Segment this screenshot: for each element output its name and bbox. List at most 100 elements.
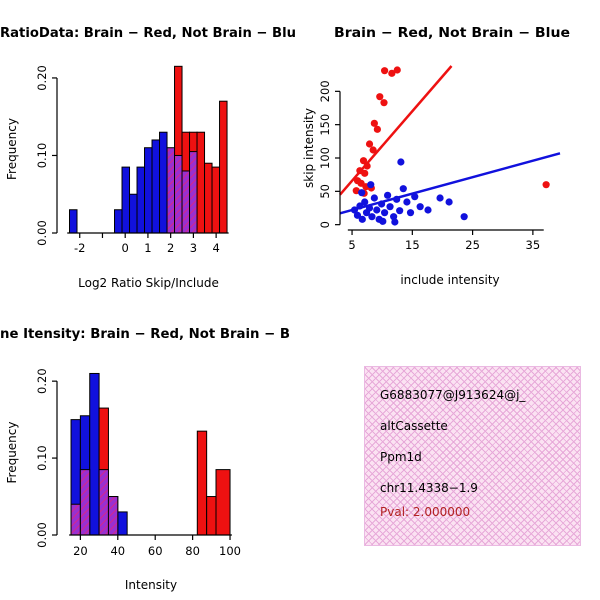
scatter-point-blue — [367, 181, 375, 189]
scatter-point-blue — [406, 209, 415, 217]
scatter-point-red — [370, 119, 378, 127]
hist-bar-blue — [144, 147, 153, 234]
chart-title: RatioData: Brain − Red, Not Brain − Blu — [0, 25, 296, 41]
hist-bar-red — [211, 166, 221, 234]
hist-bar-overlap — [70, 503, 81, 536]
scatter-point-blue — [353, 211, 362, 219]
x-tick-label: 80 — [185, 544, 200, 558]
panel-gene-intensity-histogram: 20 40 60 80 100 0.00 0.10 0.20 Intensity Frequenc… — [0, 326, 290, 592]
hist-bar-red — [219, 100, 228, 234]
hist-bar-red — [206, 496, 217, 536]
scatter-point-blue — [460, 213, 468, 221]
scatter-point-blue — [358, 215, 366, 223]
x-axis-title: Intensity — [125, 578, 177, 592]
x-tick-label: 15 — [405, 238, 420, 252]
scatter-point-blue — [370, 194, 378, 202]
x-tick-label: 25 — [465, 238, 480, 252]
scatter-point-blue — [368, 213, 376, 221]
x-tick-label: 1 — [144, 241, 151, 255]
y-tick-label: 0.00 — [35, 220, 49, 246]
y-tick-label: 0.10 — [35, 143, 49, 169]
scatter-point-red — [393, 66, 401, 74]
x-axis-title: Log2 Ratio Skip/Include — [78, 276, 219, 290]
hist-bar-blue — [129, 193, 138, 234]
scatter-point-blue — [350, 206, 359, 214]
scatter-point-red — [381, 67, 389, 75]
hist-bar-overlap — [181, 170, 191, 234]
panel-info: G6883077@J913624@j_ altCassette Ppm1d ch… — [300, 300, 600, 600]
y-axis-title: Frequency — [5, 422, 19, 484]
scatter-point-blue — [445, 198, 453, 206]
x-tick-label: 60 — [148, 544, 163, 558]
scatter-point-red — [359, 157, 368, 165]
scatter-point-blue — [384, 191, 392, 199]
hist-bar-blue — [151, 139, 161, 234]
scatter-point-blue — [381, 209, 389, 217]
x-axis-title: include intensity — [400, 273, 499, 287]
y-axis-title: Frequency — [5, 118, 19, 180]
hist-bar-overlap — [189, 151, 198, 234]
locus-text: chr11.4338−1.9 — [380, 482, 478, 495]
x-tick-label: 40 — [110, 544, 125, 558]
scatter-point-red — [373, 125, 381, 133]
chart-title: ne Itensity: Brain − Red, Not Brain − B — [0, 326, 290, 342]
y-tick-label: 200 — [318, 80, 332, 102]
scatter-point-red — [380, 99, 388, 107]
hist-bar-blue — [114, 209, 123, 234]
hist-bar-red — [215, 469, 231, 536]
hist-bar-red — [196, 430, 208, 536]
x-tick-label: 3 — [190, 241, 197, 255]
x-tick-label: 2 — [167, 241, 174, 255]
y-tick-label: 0.10 — [35, 445, 49, 471]
scatter-point-blue — [379, 217, 387, 225]
pval: Pval: 2.000000 — [380, 506, 471, 519]
x-tick-label: 5 — [348, 238, 355, 252]
scatter-point-red — [542, 181, 550, 189]
hist-bar-overlap — [98, 469, 109, 536]
hist-bar-red — [196, 131, 206, 234]
scatter-point-blue — [396, 207, 404, 215]
scatter-point-red — [388, 69, 396, 77]
scatter-point-red — [352, 187, 360, 195]
hist-bar-blue — [121, 166, 131, 234]
hist-bar-blue — [136, 166, 146, 234]
scatter-point-blue — [377, 200, 386, 208]
scatter-point-blue — [373, 206, 381, 214]
x-tick-label: 20 — [73, 544, 88, 558]
scatter-point-blue — [365, 204, 374, 212]
scatter-point-blue — [399, 185, 407, 193]
y-tick-label: 0.20 — [35, 368, 49, 394]
y-tick-label: 50 — [318, 184, 332, 199]
x-tick-label: 0 — [122, 241, 129, 255]
x-tick-label: 35 — [526, 238, 541, 252]
y-tick-label: 100 — [318, 147, 332, 169]
hist-bar-overlap — [107, 496, 119, 536]
y-tick-label: 0.20 — [35, 65, 49, 91]
y-axis-title: skip intensity — [302, 108, 316, 188]
event-info-box: G6883077@J913624@j_ altCassette Ppm1d ch… — [364, 366, 581, 546]
scatter-point-blue — [416, 203, 424, 211]
scatter-point-blue — [356, 202, 364, 210]
scatter-point-blue — [358, 189, 366, 197]
scatter-point-blue — [411, 193, 419, 201]
fit-line-red — [339, 65, 453, 196]
scatter-point-blue — [436, 194, 444, 202]
hist-bar-blue — [159, 131, 168, 234]
hist-bar-overlap — [174, 154, 183, 234]
y-tick-label: 0.00 — [35, 522, 49, 548]
scatter-point-blue — [424, 206, 432, 214]
hist-bar-red — [204, 162, 213, 234]
hist-bar-blue — [89, 372, 100, 536]
gene-name-text: Ppm1d — [380, 451, 422, 464]
scatter-point-red — [365, 140, 374, 148]
scatter-point-red — [376, 93, 384, 101]
chart-title: Brain − Red, Not Brain − Blue — [334, 25, 570, 41]
scatter-point-red — [369, 146, 377, 154]
scatter-point-blue — [393, 195, 401, 203]
panel-intensity-scatter: 5 15 25 35 0 50 100 150 200 include intensity skip… — [302, 25, 570, 287]
scatter-point-blue — [361, 198, 369, 206]
hist-bar-overlap — [166, 147, 176, 234]
hist-bar-blue — [69, 209, 78, 234]
scatter-point-blue — [391, 218, 399, 226]
